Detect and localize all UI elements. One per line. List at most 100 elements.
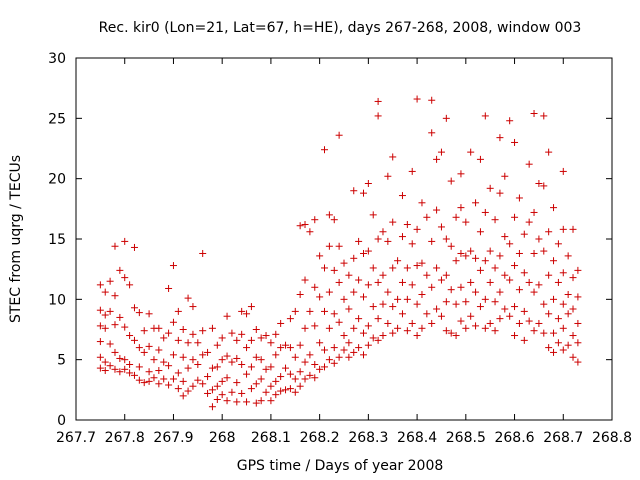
- data-point: [408, 281, 416, 289]
- data-point: [355, 315, 363, 323]
- data-point: [291, 307, 299, 315]
- data-point: [296, 368, 304, 376]
- data-point: [233, 379, 241, 387]
- data-point: [496, 189, 504, 197]
- data-point: [515, 319, 523, 327]
- data-point: [335, 131, 343, 139]
- data-point: [550, 329, 558, 337]
- y-tick-label: 25: [48, 111, 66, 127]
- data-point: [355, 276, 363, 284]
- data-point: [350, 254, 358, 262]
- data-point: [286, 385, 294, 393]
- data-point: [121, 237, 129, 245]
- data-point: [179, 392, 187, 400]
- data-point: [101, 367, 109, 375]
- data-point: [145, 342, 153, 350]
- data-point: [384, 172, 392, 180]
- x-tick-label: 268.5: [446, 430, 486, 446]
- data-point: [296, 222, 304, 230]
- data-point: [457, 283, 465, 291]
- data-point: [165, 381, 173, 389]
- data-point: [223, 352, 231, 360]
- data-point: [486, 278, 494, 286]
- data-point: [194, 376, 202, 384]
- data-point: [130, 336, 138, 344]
- data-point: [550, 295, 558, 303]
- data-point: [218, 377, 226, 385]
- data-point: [403, 221, 411, 229]
- data-point: [169, 318, 177, 326]
- y-tick-label: 0: [57, 413, 66, 429]
- data-point: [437, 148, 445, 156]
- data-point: [218, 334, 226, 342]
- data-point: [545, 148, 553, 156]
- data-point: [121, 323, 129, 331]
- data-point: [467, 148, 475, 156]
- data-point: [296, 291, 304, 299]
- data-point: [413, 225, 421, 233]
- x-tick-label: 268.1: [251, 430, 291, 446]
- data-point: [384, 319, 392, 327]
- data-point: [569, 305, 577, 313]
- data-point: [282, 341, 290, 349]
- data-point: [398, 278, 406, 286]
- data-point: [511, 303, 519, 311]
- chart-title: Rec. kir0 (Lon=21, Lat=67, h=HE), days 2…: [99, 20, 582, 36]
- data-point: [282, 386, 290, 394]
- data-point: [491, 298, 499, 306]
- data-point: [559, 346, 567, 354]
- data-point: [213, 382, 221, 390]
- data-point: [486, 247, 494, 255]
- data-point: [325, 242, 333, 250]
- data-point: [321, 146, 329, 154]
- data-point: [374, 235, 382, 243]
- data-point: [223, 374, 231, 382]
- data-point: [321, 346, 329, 354]
- data-point: [452, 257, 460, 265]
- data-point: [408, 167, 416, 175]
- data-point: [423, 310, 431, 318]
- x-tick-label: 268.3: [348, 430, 388, 446]
- x-tick-label: 267.8: [105, 430, 145, 446]
- data-point: [364, 247, 372, 255]
- data-point: [389, 153, 397, 161]
- data-point: [476, 228, 484, 236]
- data-point: [569, 225, 577, 233]
- data-point: [301, 221, 309, 229]
- data-point: [130, 371, 138, 379]
- data-point: [218, 391, 226, 399]
- data-point: [481, 324, 489, 332]
- data-point: [111, 365, 119, 373]
- data-point: [374, 315, 382, 323]
- data-point: [530, 208, 538, 216]
- data-point: [359, 351, 367, 359]
- data-point: [272, 330, 280, 338]
- data-point: [457, 170, 465, 178]
- data-point: [277, 373, 285, 381]
- data-point: [345, 271, 353, 279]
- data-point: [428, 129, 436, 137]
- data-point: [169, 262, 177, 270]
- data-point: [238, 360, 246, 368]
- data-point: [462, 218, 470, 226]
- data-point: [467, 278, 475, 286]
- data-point: [389, 303, 397, 311]
- data-point: [321, 363, 329, 371]
- data-point: [374, 336, 382, 344]
- data-point: [116, 266, 124, 274]
- data-point: [101, 311, 109, 319]
- data-point: [457, 249, 465, 257]
- data-point: [554, 315, 562, 323]
- data-point: [364, 179, 372, 187]
- data-point: [486, 319, 494, 327]
- data-point: [437, 223, 445, 231]
- data-point: [330, 344, 338, 352]
- data-point: [316, 365, 324, 373]
- data-point: [321, 264, 329, 272]
- data-point: [413, 300, 421, 308]
- data-point: [325, 288, 333, 296]
- data-point: [437, 312, 445, 320]
- data-point: [574, 266, 582, 274]
- data-point: [247, 336, 255, 344]
- data-point: [208, 364, 216, 372]
